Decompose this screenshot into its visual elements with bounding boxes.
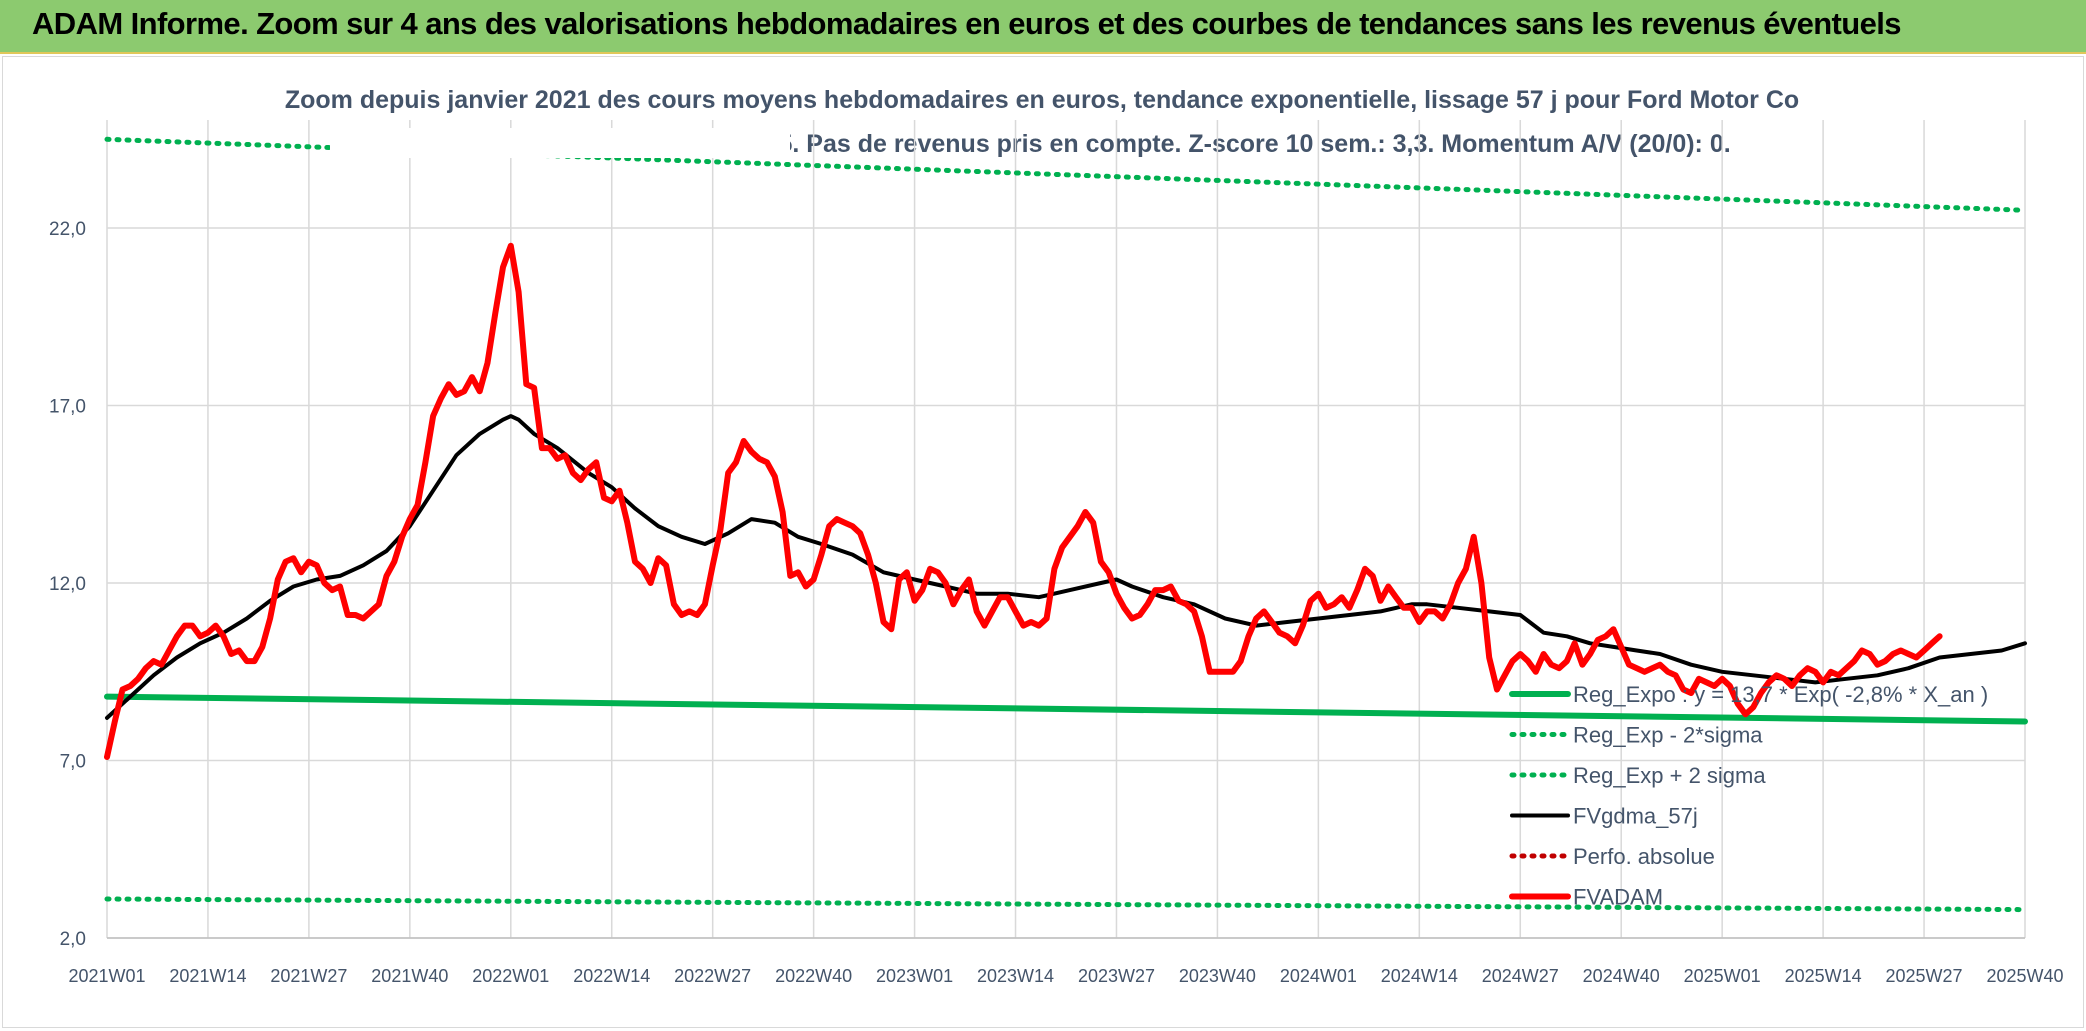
x-tick-label: 2025W01	[1684, 966, 1761, 986]
fvgdma-line	[105, 414, 2027, 720]
x-tick-label: 2025W14	[1785, 966, 1862, 986]
fvadam-line	[104, 242, 1943, 760]
reg-exp-minus-line	[104, 896, 2028, 913]
legend-label: FVgdma_57j	[1573, 804, 1698, 829]
y-tick-label: 17,0	[49, 397, 86, 418]
x-tick-label: 2025W40	[1986, 966, 2063, 986]
x-tick-label: 2023W01	[876, 966, 953, 986]
x-tick-label: 2021W40	[371, 966, 448, 986]
x-tick-label: 2025W27	[1886, 966, 1963, 986]
reg-expo-line	[104, 693, 2028, 725]
x-tick-label: 2024W01	[1280, 966, 1357, 986]
chart-title: Zoom depuis janvier 2021 des cours moyen…	[285, 86, 1799, 114]
y-tick-label: 22,0	[49, 219, 86, 240]
x-tick-label: 2021W01	[68, 966, 145, 986]
legend-label: Reg_Expo : y = 13,7 * Exp( -2,8% * X_an …	[1573, 682, 1988, 707]
y-tick-label: 12,0	[49, 574, 86, 595]
x-tick-label: 2024W14	[1381, 966, 1458, 986]
x-tick-label: 2022W01	[472, 966, 549, 986]
chart-frame	[2, 56, 2084, 1028]
x-tick-label: 2024W27	[1482, 966, 1559, 986]
y-tick-label: 2,0	[60, 929, 86, 950]
y-axis-ticks: 2,0 7,0 12,0 17,0 22,0	[49, 219, 86, 950]
y-tick-label: 7,0	[60, 752, 86, 773]
title-mask	[330, 128, 790, 158]
x-tick-label: 2023W14	[977, 966, 1054, 986]
x-tick-label: 2022W14	[573, 966, 650, 986]
x-tick-label: 2022W27	[674, 966, 751, 986]
legend-label: Reg_Exp + 2 sigma	[1573, 763, 1766, 788]
series-lines	[104, 128, 2028, 913]
x-tick-label: 2023W40	[1179, 966, 1256, 986]
legend-label: Perfo. absolue	[1573, 844, 1715, 869]
gridlines	[106, 120, 2026, 939]
legend-label: Reg_Exp - 2*sigma	[1573, 723, 1763, 748]
x-tick-label: 2021W14	[169, 966, 246, 986]
x-tick-label: 2024W40	[1583, 966, 1660, 986]
legend-label: FVADAM	[1573, 885, 1663, 910]
x-tick-label: 2023W27	[1078, 966, 1155, 986]
title-banner: ADAM Informe. Zoom sur 4 ans des valoris…	[0, 0, 2086, 54]
x-axis-ticks: 2021W01 2021W14 2021W27 2021W40 2022W01 2022W…	[68, 966, 2063, 986]
legend: Reg_Expo : y = 13,7 * Exp( -2,8% * X_an …	[1509, 682, 1988, 910]
x-tick-label: 2021W27	[270, 966, 347, 986]
banner-title: ADAM Informe. Zoom sur 4 ans des valoris…	[32, 6, 1902, 41]
x-tick-label: 2022W40	[775, 966, 852, 986]
